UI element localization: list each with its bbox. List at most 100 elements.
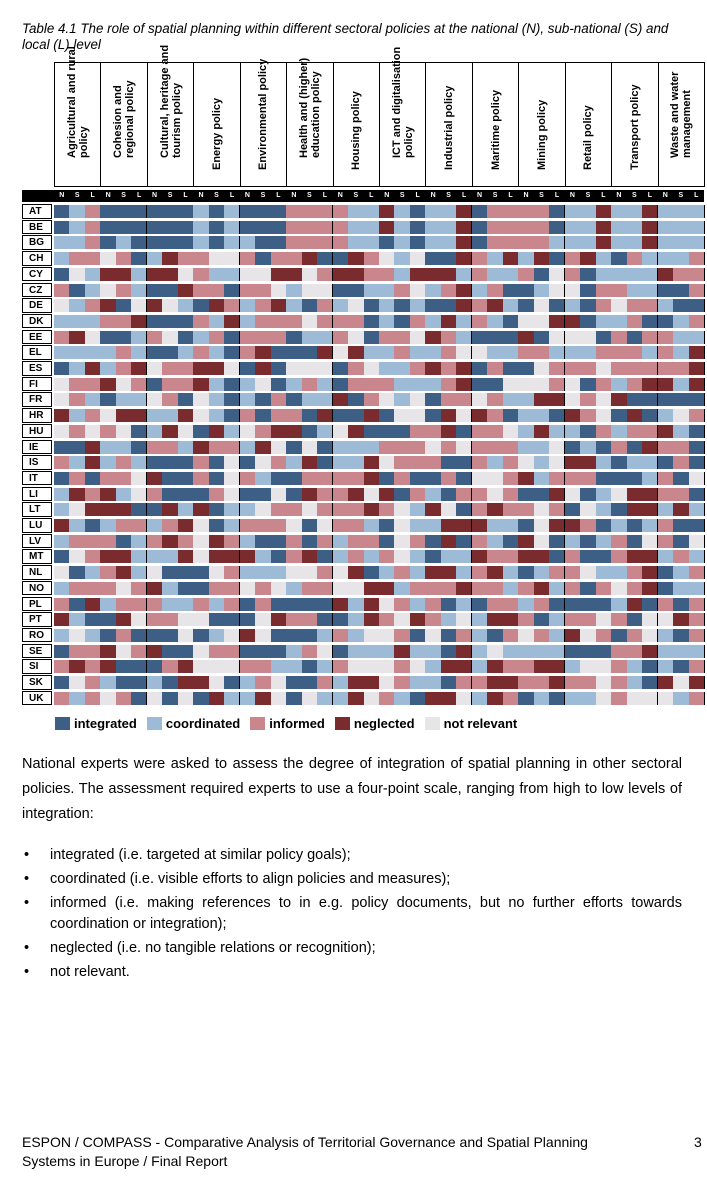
matrix-cell bbox=[611, 676, 628, 689]
matrix-cell bbox=[471, 267, 488, 281]
matrix-cell bbox=[456, 330, 473, 344]
policy-header-label: Cohesion and regional policy bbox=[112, 80, 137, 158]
matrix-cell bbox=[533, 691, 550, 705]
matrix-cell bbox=[471, 205, 488, 218]
matrix-cell bbox=[394, 628, 411, 642]
matrix-cell bbox=[626, 267, 643, 281]
matrix-cell bbox=[84, 534, 101, 548]
matrix-cell bbox=[224, 628, 241, 642]
matrix-cell bbox=[471, 628, 488, 642]
matrix-cell bbox=[518, 644, 535, 658]
policy-header-label: Mining policy bbox=[535, 99, 548, 170]
matrix-cell bbox=[409, 252, 426, 266]
matrix-cell bbox=[177, 205, 194, 218]
matrix-cell bbox=[177, 519, 194, 532]
matrix-cell bbox=[286, 267, 303, 281]
matrix-cell bbox=[69, 252, 86, 266]
matrix-cell bbox=[224, 487, 241, 501]
matrix-cell bbox=[100, 283, 117, 297]
matrix-cell bbox=[332, 471, 349, 485]
column-divider bbox=[703, 613, 705, 627]
level-label: N bbox=[569, 192, 575, 199]
matrix-cell bbox=[471, 424, 488, 438]
matrix-cell bbox=[440, 503, 457, 517]
matrix-cell bbox=[54, 503, 70, 517]
matrix-cell bbox=[224, 205, 241, 218]
matrix-cell bbox=[286, 503, 303, 517]
matrix-cell bbox=[642, 676, 658, 689]
matrix-cell bbox=[270, 691, 287, 705]
matrix-cell bbox=[409, 534, 426, 548]
matrix-cell bbox=[317, 566, 333, 580]
column-divider bbox=[703, 236, 705, 250]
matrix-cell bbox=[471, 566, 488, 580]
matrix-cell bbox=[595, 566, 612, 580]
matrix-cell bbox=[502, 377, 519, 391]
matrix-cell bbox=[286, 471, 303, 485]
matrix-cell bbox=[363, 691, 380, 705]
matrix-cell bbox=[162, 252, 179, 266]
matrix-cell bbox=[502, 613, 519, 627]
matrix-cell bbox=[332, 330, 349, 344]
matrix-cell bbox=[348, 346, 364, 360]
matrix-cell bbox=[440, 519, 457, 532]
matrix-cell bbox=[595, 236, 612, 250]
policy-header-label: Health and (higher) education policy bbox=[297, 57, 322, 158]
matrix-cell bbox=[54, 471, 70, 485]
matrix-cell bbox=[533, 330, 550, 344]
matrix-cell bbox=[409, 503, 426, 517]
matrix-cell bbox=[131, 581, 148, 595]
matrix-cell bbox=[409, 393, 426, 407]
matrix-cell bbox=[224, 220, 241, 234]
matrix-cell bbox=[425, 503, 442, 517]
matrix-cell bbox=[193, 519, 210, 532]
column-divider bbox=[703, 644, 705, 658]
matrix-cell bbox=[425, 220, 442, 234]
matrix-cell bbox=[564, 613, 581, 627]
level-label: N bbox=[152, 192, 158, 199]
matrix-cell bbox=[580, 660, 597, 674]
matrix-cell bbox=[54, 440, 70, 454]
matrix-cell bbox=[425, 377, 442, 391]
matrix-cell bbox=[255, 236, 272, 250]
matrix-cell bbox=[595, 644, 612, 658]
matrix-cell bbox=[595, 597, 612, 611]
matrix-cell bbox=[425, 205, 442, 218]
matrix-cell bbox=[502, 252, 519, 266]
matrix-cell bbox=[580, 283, 597, 297]
matrix-cell bbox=[595, 283, 612, 297]
policy-header-label: Maritime policy bbox=[489, 89, 502, 170]
matrix-cell bbox=[193, 613, 210, 627]
matrix-cell bbox=[409, 581, 426, 595]
matrix-cell bbox=[115, 236, 132, 250]
matrix-cell bbox=[363, 424, 380, 438]
matrix-cell bbox=[626, 456, 643, 470]
matrix-cell bbox=[115, 424, 132, 438]
matrix-cell bbox=[69, 205, 86, 218]
matrix-cell bbox=[115, 314, 132, 328]
matrix-cell bbox=[688, 267, 705, 281]
matrix-cell bbox=[502, 440, 519, 454]
matrix-cell bbox=[456, 377, 473, 391]
matrix-cell bbox=[239, 362, 256, 375]
matrix-cell bbox=[239, 676, 256, 689]
column-divider bbox=[703, 660, 705, 674]
matrix-cell bbox=[270, 503, 287, 517]
matrix-cell bbox=[379, 503, 395, 517]
matrix-cell bbox=[69, 597, 86, 611]
matrix-cell bbox=[54, 205, 70, 218]
matrix-cell bbox=[626, 252, 643, 266]
matrix-cell bbox=[502, 534, 519, 548]
matrix-cell bbox=[611, 377, 628, 391]
matrix-cell bbox=[146, 440, 163, 454]
matrix-cell bbox=[564, 424, 581, 438]
matrix-cell bbox=[657, 377, 674, 391]
matrix-cell bbox=[549, 424, 566, 438]
matrix-cell bbox=[379, 283, 395, 297]
matrix-cell bbox=[673, 393, 689, 407]
matrix-cell bbox=[471, 409, 488, 423]
matrix-cell bbox=[239, 613, 256, 627]
matrix-cell bbox=[487, 362, 504, 375]
matrix-cell bbox=[115, 362, 132, 375]
matrix-cell bbox=[456, 471, 473, 485]
